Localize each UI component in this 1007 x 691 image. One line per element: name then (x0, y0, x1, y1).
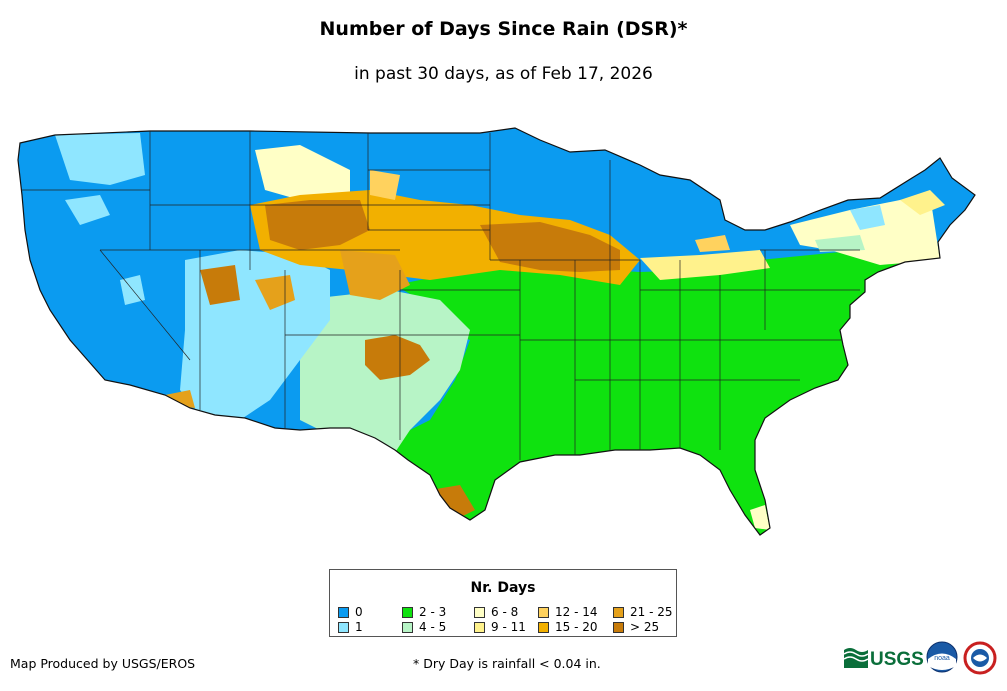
legend-label: > 25 (630, 620, 660, 634)
legend-title: Nr. Days (470, 580, 536, 596)
map-subtitle: in past 30 days, as of Feb 17, 2026 (354, 64, 653, 84)
legend-label: 21 - 25 (630, 605, 673, 619)
legend-label: 4 - 5 (419, 620, 447, 634)
legend-item: 4 - 5 (402, 620, 446, 634)
noaa-logo-text: noaa (934, 655, 950, 662)
legend-swatch (474, 607, 485, 618)
legend-swatch (538, 607, 549, 618)
us-dsr-map (17, 127, 976, 536)
legend-label: 2 - 3 (419, 605, 447, 619)
legend-swatch (402, 622, 413, 633)
agency-logos: USGS noaa (843, 641, 997, 675)
legend-label: 6 - 8 (491, 605, 519, 619)
legend-label: 15 - 20 (555, 620, 598, 634)
nws-logo (963, 641, 997, 675)
noaa-logo: noaa (926, 641, 958, 673)
legend-swatch (613, 607, 624, 618)
legend-item: > 25 (613, 620, 659, 634)
legend-item: 9 - 11 (474, 620, 526, 634)
legend-swatch (338, 622, 349, 633)
usgs-logo-text: USGS (870, 649, 924, 670)
legend-item: 15 - 20 (538, 620, 598, 634)
legend-label: 1 (355, 620, 363, 634)
legend-label: 9 - 11 (491, 620, 526, 634)
legend-swatch (474, 622, 485, 633)
legend-swatch (613, 622, 624, 633)
legend-item: 2 - 3 (402, 605, 446, 619)
legend-item: 21 - 25 (613, 605, 673, 619)
legend-label: 0 (355, 605, 363, 619)
map-credit: Map Produced by USGS/EROS (10, 656, 196, 671)
legend-label: 12 - 14 (555, 605, 598, 619)
legend-swatch (538, 622, 549, 633)
legend-item: 1 (338, 620, 363, 634)
dry-day-note: * Dry Day is rainfall < 0.04 in. (413, 656, 601, 671)
legend-swatch (402, 607, 413, 618)
legend-swatch (338, 607, 349, 618)
map-title: Number of Days Since Rain (DSR)* (319, 18, 688, 40)
legend-item: 12 - 14 (538, 605, 598, 619)
usgs-logo: USGS (843, 648, 924, 670)
legend-item: 0 (338, 605, 363, 619)
legend-item: 6 - 8 (474, 605, 518, 619)
